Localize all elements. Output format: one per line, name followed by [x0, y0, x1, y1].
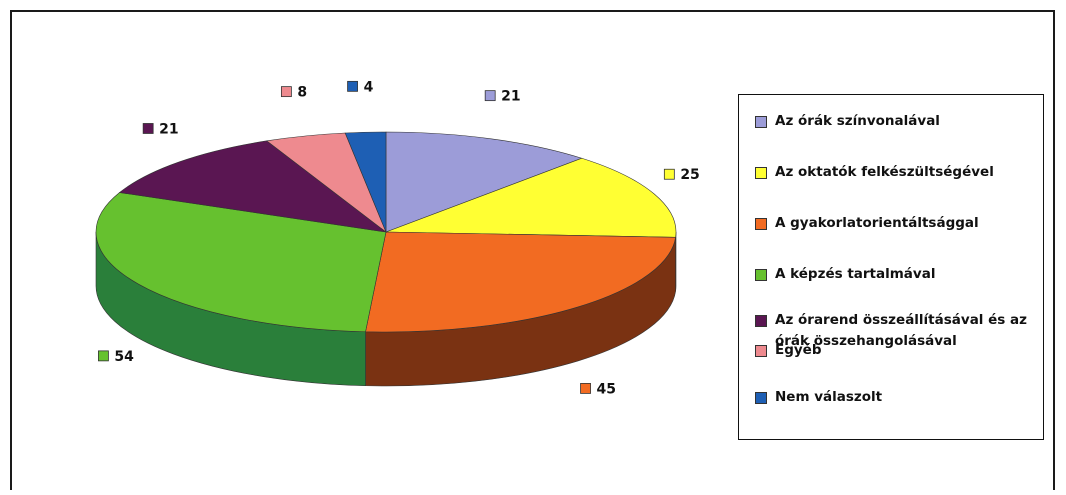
- data-label-value: 54: [114, 349, 134, 365]
- data-label-1: 25: [663, 167, 700, 183]
- legend-swatch: [755, 392, 767, 404]
- data-label-0: 21: [484, 89, 521, 105]
- legend-item-6: Nem válaszolt: [755, 387, 1045, 408]
- legend-label: Az oktatók felkészültségével: [775, 164, 994, 180]
- pie-slice-6: [344, 131, 387, 233]
- data-label-2: 45: [580, 381, 616, 397]
- legend-swatch: [755, 116, 767, 128]
- data-label-swatch: [347, 80, 358, 92]
- legend: Az órák színvonalával Az oktatók felkész…: [738, 94, 1044, 440]
- data-label-value: 45: [597, 381, 616, 397]
- data-label-6: 4: [347, 79, 374, 95]
- data-label-4: 21: [142, 121, 179, 137]
- data-label-5: 8: [280, 85, 307, 101]
- data-labels: 21 25 45 54 21 8 4: [98, 79, 700, 397]
- legend-swatch: [755, 167, 767, 179]
- data-label-value: 21: [501, 89, 520, 105]
- legend-item-1: Az oktatók felkészültségével: [755, 162, 1045, 183]
- data-label-swatch: [663, 168, 675, 180]
- legend-swatch: [755, 315, 767, 327]
- pie-slices: [95, 131, 677, 333]
- data-label-value: 4: [364, 79, 374, 95]
- legend-item-5: Egyéb: [755, 340, 1045, 361]
- legend-swatch: [755, 218, 767, 230]
- data-label-value: 21: [159, 121, 178, 137]
- data-label-swatch: [484, 90, 496, 102]
- data-label-swatch: [142, 123, 154, 134]
- pie-slice-0: [385, 131, 583, 233]
- data-label-swatch: [280, 86, 292, 98]
- data-label-value: 25: [680, 167, 699, 183]
- pie-slice-1: [385, 157, 677, 238]
- legend-label: Az órarend összeállításával és az órák ö…: [775, 312, 1027, 349]
- data-label-swatch: [580, 383, 591, 394]
- legend-item-3: A képzés tartalmával: [755, 264, 1045, 285]
- legend-label: A képzés tartalmával: [775, 266, 936, 282]
- legend-label: A gyakorlatorientáltsággal: [775, 215, 979, 231]
- pie-slice-4: [118, 140, 388, 233]
- legend-label: Nem válaszolt: [775, 389, 883, 405]
- legend-item-0: Az órák színvonalával: [755, 111, 1045, 132]
- data-label-value: 8: [297, 85, 307, 101]
- pie-slice-2: [365, 231, 676, 333]
- legend-swatch: [755, 269, 767, 281]
- legend-item-4: Az órarend összeállításával és az órák ö…: [755, 310, 1045, 352]
- legend-label: Egyéb: [775, 342, 822, 358]
- legend-swatch: [755, 345, 767, 357]
- legend-label: Az órák színvonalával: [775, 113, 940, 129]
- pie-slice-3: [95, 192, 387, 333]
- data-label-swatch: [98, 350, 109, 362]
- data-label-3: 54: [98, 349, 134, 365]
- legend-item-2: A gyakorlatorientáltsággal: [755, 213, 1045, 234]
